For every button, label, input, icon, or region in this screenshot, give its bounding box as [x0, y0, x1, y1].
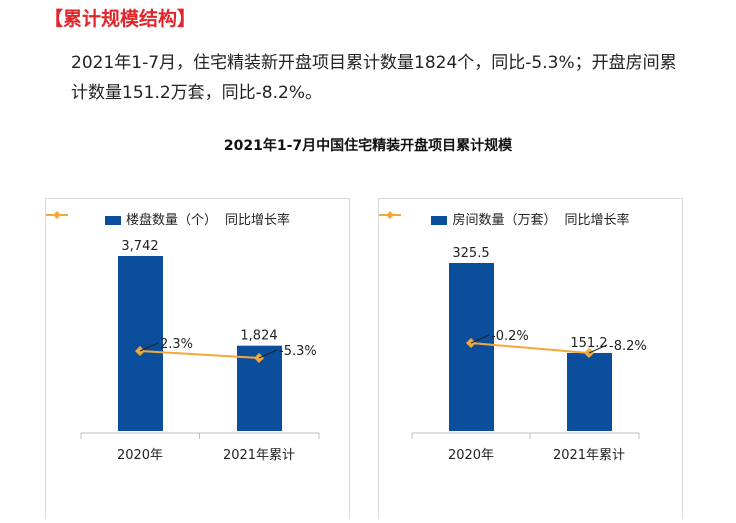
bar-value-label: 1,824: [240, 329, 277, 344]
x-tick-label: 2021年累计: [553, 448, 625, 463]
x-tick-label: 2020年: [448, 448, 494, 463]
bar-value-label: 325.5: [452, 246, 489, 261]
growth-value-label: -5.3%: [279, 344, 317, 359]
growth-value-label: -8.2%: [609, 339, 647, 354]
legend-item-line: 同比增长率: [379, 209, 630, 228]
chart-panel-projects: 3,742 2020年 1,824 2021年累计 2.3% -5.3% 楼盘数量（个） …: [45, 198, 350, 519]
leader-line: [139, 342, 159, 352]
growth-line: [139, 350, 260, 359]
x-tick-label: 2021年累计: [223, 448, 295, 463]
bar-0: [118, 256, 163, 431]
legend-item-bar: 房间数量（万套）: [431, 209, 557, 228]
bar-swatch-icon: [431, 216, 448, 225]
chart-panel-rooms: 325.5 2020年 151.2 2021年累计 -0.2% -8.2% 房间数量（万套…: [378, 198, 683, 519]
legend: 房间数量（万套） 同比增长率: [379, 209, 682, 228]
line-swatch-icon: [46, 211, 68, 219]
leader-line: [588, 344, 608, 354]
x-tick-label: 2020年: [117, 448, 163, 463]
chart-svg: 3,742 2020年 1,824 2021年累计 2.3% -5.3%: [80, 239, 320, 463]
bar-value-label: 151.2: [570, 336, 607, 351]
legend-item-bar: 楼盘数量（个）: [104, 209, 217, 228]
bar-swatch-icon: [104, 216, 121, 225]
chart-svg: 325.5 2020年 151.2 2021年累计 -0.2% -8.2%: [411, 246, 647, 463]
leader-line: [470, 334, 490, 344]
bar-1: [567, 352, 612, 431]
section-heading: 【累计规模结构】: [44, 8, 197, 30]
bar-value-label: 3,742: [121, 239, 158, 254]
leader-line: [258, 349, 278, 359]
growth-value-label: 2.3%: [160, 337, 193, 352]
line-swatch-icon: [379, 211, 401, 219]
growth-value-label: -0.2%: [491, 329, 529, 344]
legend-item-line: 同比增长率: [46, 209, 290, 228]
summary-paragraph: 2021年1-7月，住宅精装新开盘项目累计数量1824个，同比-5.3%；开盘房…: [71, 53, 677, 103]
growth-line: [470, 342, 590, 354]
legend: 楼盘数量（个） 同比增长率: [46, 209, 349, 228]
chart-title: 2021年1-7月中国住宅精装开盘项目累计规模: [223, 138, 513, 154]
